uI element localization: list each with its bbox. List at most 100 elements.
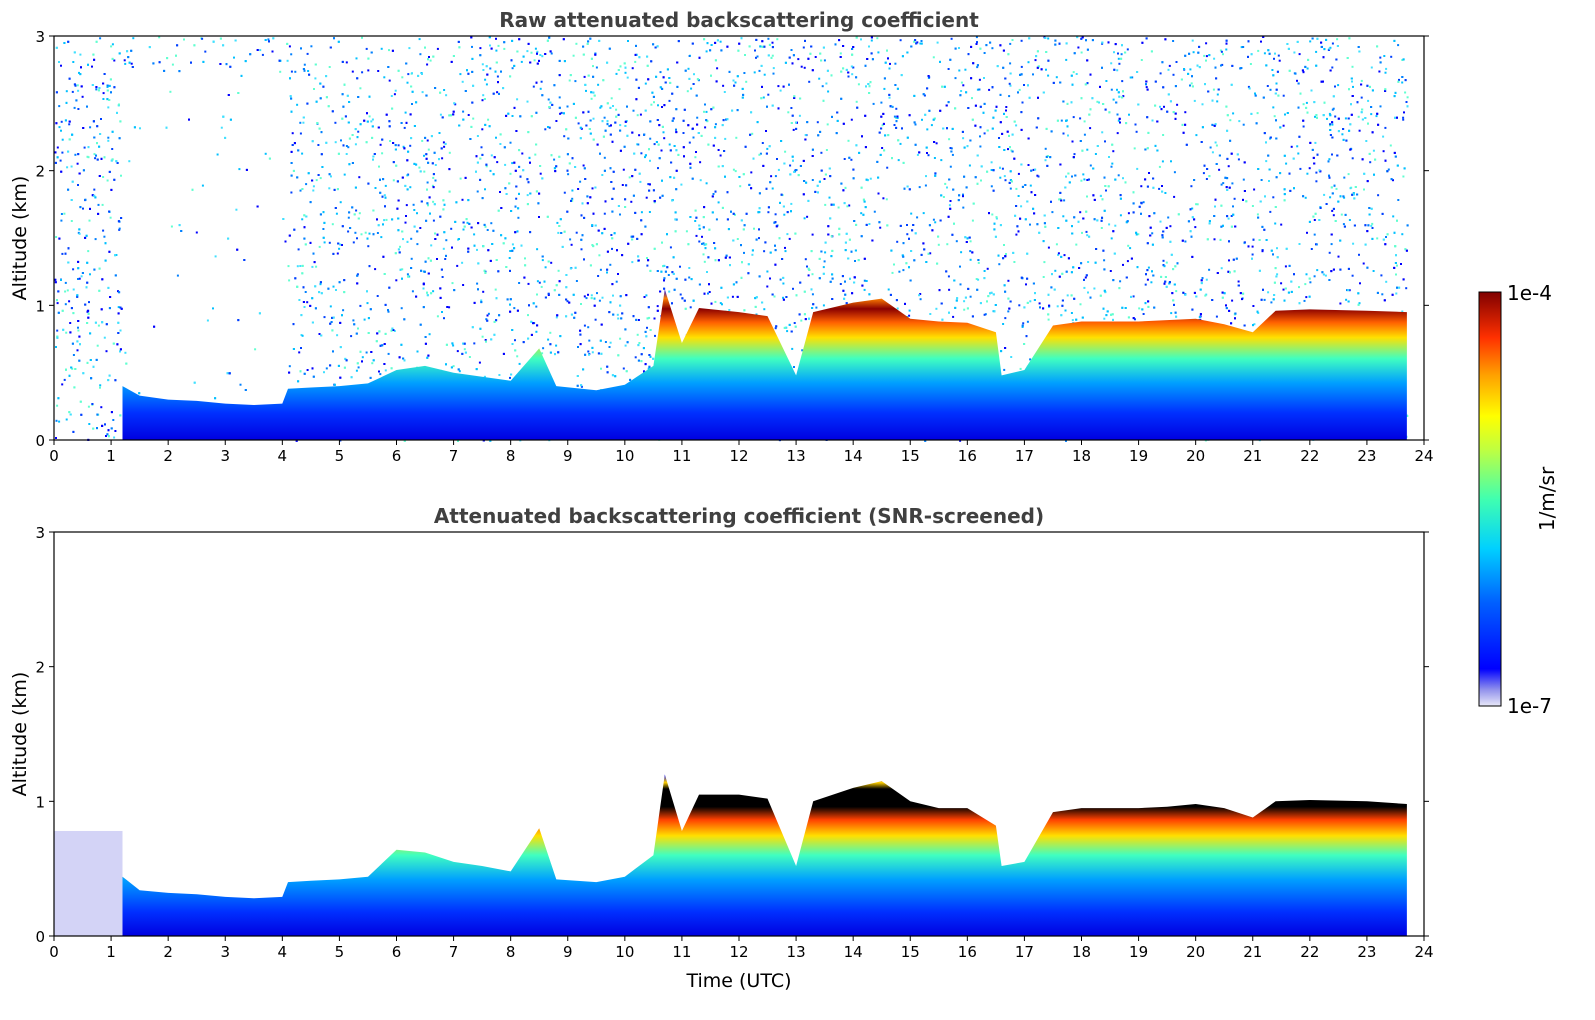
noise-speck: [235, 208, 238, 211]
noise-speck: [357, 366, 360, 369]
noise-speck: [662, 131, 665, 134]
noise-speck: [802, 46, 805, 49]
noise-speck: [1358, 129, 1361, 132]
noise-speck: [649, 159, 651, 162]
noise-speck: [688, 276, 691, 279]
noise-speck: [944, 182, 947, 185]
noise-speck: [948, 204, 951, 207]
noise-speck: [1306, 172, 1309, 175]
noise-speck: [782, 296, 784, 299]
noise-speck: [1229, 119, 1232, 122]
noise-speck: [897, 159, 900, 162]
noise-speck: [361, 36, 363, 39]
noise-speck: [1025, 283, 1027, 286]
noise-speck: [1117, 119, 1120, 122]
noise-speck: [976, 88, 979, 91]
noise-speck: [1195, 134, 1198, 137]
noise-speck: [1237, 280, 1240, 283]
noise-speck: [601, 174, 604, 176]
noise-speck: [1277, 54, 1280, 57]
noise-speck: [701, 242, 703, 245]
noise-speck: [688, 141, 691, 144]
noise-speck: [315, 265, 318, 268]
noise-speck: [426, 181, 429, 184]
noise-speck: [1010, 149, 1013, 152]
noise-speck: [411, 103, 413, 105]
noise-speck: [869, 177, 872, 180]
noise-speck: [1304, 283, 1307, 286]
noise-speck: [61, 252, 64, 255]
noise-speck: [356, 237, 358, 240]
noise-speck: [105, 350, 108, 353]
noise-speck: [254, 348, 257, 351]
noise-speck: [1331, 209, 1334, 212]
noise-speck: [1397, 44, 1400, 47]
noise-speck: [933, 157, 936, 159]
noise-speck: [975, 278, 978, 280]
noise-speck: [430, 244, 433, 247]
noise-speck: [894, 62, 897, 65]
noise-speck: [73, 106, 76, 109]
noise-speck: [401, 76, 404, 79]
noise-speck: [668, 143, 671, 146]
noise-speck: [1370, 224, 1373, 227]
noise-speck: [171, 63, 174, 66]
noise-speck: [55, 236, 58, 238]
noise-speck: [461, 261, 464, 264]
noise-speck: [1184, 240, 1187, 243]
noise-speck: [823, 59, 826, 62]
noise-speck: [926, 128, 929, 131]
noise-speck: [517, 216, 520, 219]
noise-speck: [461, 80, 464, 83]
noise-speck: [1313, 219, 1316, 221]
noise-speck: [617, 273, 619, 275]
noise-speck: [1220, 183, 1223, 186]
noise-speck: [648, 316, 651, 319]
noise-speck: [591, 244, 594, 246]
noise-speck: [389, 140, 392, 142]
noise-speck: [533, 322, 536, 325]
noise-speck: [1036, 174, 1039, 177]
noise-speck: [910, 212, 913, 215]
noise-speck: [1348, 289, 1351, 292]
noise-speck: [580, 248, 583, 251]
noise-speck: [891, 105, 894, 108]
noise-speck: [791, 62, 794, 65]
noise-speck: [1328, 251, 1331, 254]
noise-speck: [109, 216, 112, 219]
noise-speck: [636, 114, 639, 117]
noise-speck: [347, 230, 350, 233]
noise-speck: [1079, 211, 1082, 214]
noise-speck: [1159, 220, 1162, 223]
noise-speck: [908, 309, 911, 312]
noise-speck: [1384, 71, 1387, 74]
noise-speck: [97, 324, 100, 327]
noise-speck: [299, 189, 302, 192]
noise-speck: [298, 351, 301, 354]
noise-speck: [714, 300, 717, 303]
noise-speck: [1209, 146, 1212, 149]
noise-speck: [170, 225, 173, 228]
noise-speck: [404, 221, 407, 224]
noise-speck: [1195, 203, 1198, 206]
noise-speck: [1360, 79, 1363, 82]
noise-speck: [743, 224, 746, 227]
noise-speck: [432, 176, 435, 179]
noise-speck: [473, 342, 476, 345]
noise-speck: [444, 258, 447, 260]
noise-speck: [1193, 99, 1196, 102]
noise-speck: [894, 116, 897, 119]
noise-speck: [590, 97, 593, 100]
noise-speck: [379, 373, 382, 376]
noise-speck: [534, 47, 537, 50]
noise-speck: [1008, 82, 1011, 85]
noise-speck: [468, 356, 471, 358]
noise-speck: [1019, 367, 1022, 370]
noise-speck: [117, 306, 120, 309]
noise-speck: [1230, 215, 1233, 217]
noise-speck: [622, 367, 625, 370]
noise-speck: [1282, 288, 1285, 291]
noise-speck: [307, 70, 310, 72]
noise-speck: [58, 420, 61, 423]
